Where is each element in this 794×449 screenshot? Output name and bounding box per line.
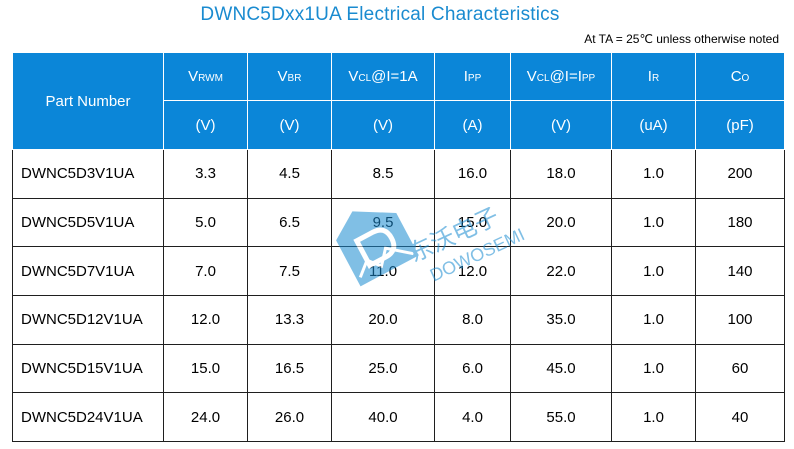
header-vcl-ipp: VCL@I=IPP (510, 52, 612, 101)
co-cell: 60 (695, 343, 785, 394)
header-row-params: Part Number VRWM VBR VCL@I=1A IPP VCL@I=… (12, 52, 785, 150)
unit-vbr: (V) (247, 100, 332, 150)
header-co: CO (695, 52, 785, 101)
vbr-cell: 7.5 (247, 246, 332, 296)
co-cell: 140 (695, 246, 785, 296)
electrical-characteristics-table: Part Number VRWM VBR VCL@I=1A IPP VCL@I=… (12, 52, 785, 442)
vcl-1a-cell: 40.0 (331, 392, 435, 442)
unit-vcl-1a: (V) (331, 100, 435, 150)
vrwm-cell: 12.0 (163, 294, 248, 345)
table-row: DWNC5D5V1UA 5.0 6.5 9.5 15.0 20.0 1.0 18… (12, 197, 785, 248)
ipp-cell: 8.0 (434, 294, 511, 345)
unit-co: (pF) (695, 100, 785, 150)
ir-cell: 1.0 (611, 343, 696, 394)
header-vcl-1a: VCL@I=1A (331, 52, 435, 101)
ir-cell: 1.0 (611, 246, 696, 296)
unit-ir: (uA) (611, 100, 696, 150)
ipp-cell: 6.0 (434, 343, 511, 394)
ir-cell: 1.0 (611, 392, 696, 442)
vcl-ipp-cell: 22.0 (510, 246, 612, 296)
vrwm-cell: 15.0 (163, 343, 248, 394)
ir-cell: 1.0 (611, 197, 696, 248)
vcl-1a-cell: 20.0 (331, 294, 435, 345)
vcl-ipp-cell: 45.0 (510, 343, 612, 394)
ipp-cell: 12.0 (434, 246, 511, 296)
vrwm-cell: 5.0 (163, 197, 248, 248)
vcl-ipp-cell: 20.0 (510, 197, 612, 248)
part-number-cell: DWNC5D3V1UA (12, 149, 164, 199)
vbr-cell: 4.5 (247, 149, 332, 199)
part-number-cell: DWNC5D5V1UA (12, 197, 164, 248)
part-number-cell: DWNC5D7V1UA (12, 246, 164, 296)
header-vbr: VBR (247, 52, 332, 101)
vcl-ipp-cell: 18.0 (510, 149, 612, 199)
header-part-number: Part Number (12, 52, 164, 150)
vrwm-cell: 7.0 (163, 246, 248, 296)
table-row: DWNC5D7V1UA 7.0 7.5 11.0 12.0 22.0 1.0 1… (12, 246, 785, 296)
vbr-cell: 16.5 (247, 343, 332, 394)
co-cell: 100 (695, 294, 785, 345)
page-title: DWNC5Dxx1UA Electrical Characteristics (200, 4, 560, 25)
part-number-cell: DWNC5D12V1UA (12, 294, 164, 345)
vcl-1a-cell: 8.5 (331, 149, 435, 199)
vbr-cell: 6.5 (247, 197, 332, 248)
vrwm-cell: 3.3 (163, 149, 248, 199)
unit-vrwm: (V) (163, 100, 248, 150)
table-row: DWNC5D3V1UA 3.3 4.5 8.5 16.0 18.0 1.0 20… (12, 149, 785, 199)
ir-cell: 1.0 (611, 294, 696, 345)
part-number-cell: DWNC5D24V1UA (12, 392, 164, 442)
ipp-cell: 16.0 (434, 149, 511, 199)
header-ipp: IPP (434, 52, 511, 101)
ipp-cell: 4.0 (434, 392, 511, 442)
co-cell: 40 (695, 392, 785, 442)
ipp-cell: 15.0 (434, 197, 511, 248)
header-vrwm: VRWM (163, 52, 248, 101)
vbr-cell: 13.3 (247, 294, 332, 345)
unit-vcl-ipp: (V) (510, 100, 612, 150)
vcl-1a-cell: 11.0 (331, 246, 435, 296)
header-row-units: (V) (V) (V) (A) (V) (uA) (pF) (13, 100, 785, 150)
table-row: DWNC5D24V1UA 24.0 26.0 40.0 4.0 55.0 1.0… (12, 392, 785, 442)
vcl-ipp-cell: 55.0 (510, 392, 612, 442)
test-condition-note: At TA = 25℃ unless otherwise noted (584, 32, 779, 46)
table-row: DWNC5D15V1UA 15.0 16.5 25.0 6.0 45.0 1.0… (12, 343, 785, 394)
vcl-ipp-cell: 35.0 (510, 294, 612, 345)
vcl-1a-cell: 9.5 (331, 197, 435, 248)
co-cell: 180 (695, 197, 785, 248)
part-number-cell: DWNC5D15V1UA (12, 343, 164, 394)
vcl-1a-cell: 25.0 (331, 343, 435, 394)
header-ir: IR (611, 52, 696, 101)
ir-cell: 1.0 (611, 149, 696, 199)
table-row: DWNC5D12V1UA 12.0 13.3 20.0 8.0 35.0 1.0… (12, 294, 785, 345)
vrwm-cell: 24.0 (163, 392, 248, 442)
co-cell: 200 (695, 149, 785, 199)
unit-ipp: (A) (434, 100, 511, 150)
vbr-cell: 26.0 (247, 392, 332, 442)
